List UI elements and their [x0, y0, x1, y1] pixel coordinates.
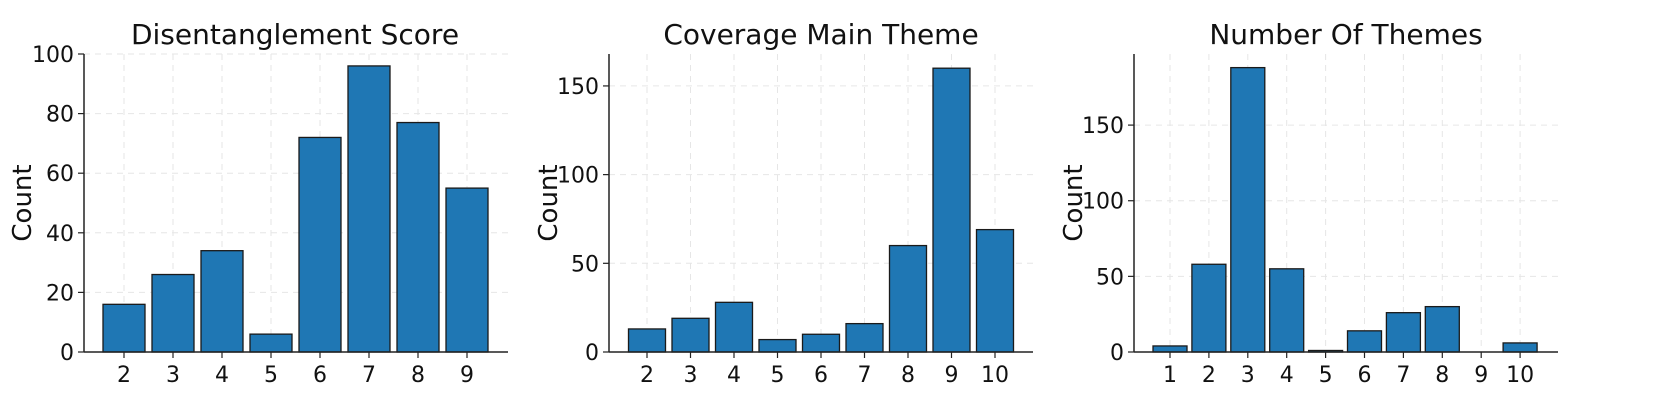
bar	[200, 250, 244, 353]
x-tick-label: 9	[1474, 363, 1488, 388]
bar	[758, 338, 797, 353]
bar	[1269, 268, 1305, 353]
chart-title: Number Of Themes	[1209, 18, 1482, 51]
bar	[888, 244, 928, 353]
x-tick-label: 4	[1280, 363, 1294, 388]
y-tick-label: 40	[46, 222, 74, 247]
chart-panel-1: 0 20 40 60 80 100 2 3 4 5 6 7 8 9 Disentanglement Scor…	[8, 18, 508, 388]
y-axis-label: Count	[534, 164, 564, 241]
bar	[932, 67, 971, 353]
x-tick-label: 10	[981, 363, 1009, 388]
bar	[151, 273, 195, 353]
x-tick-label: 7	[1396, 363, 1410, 388]
y-tick-label: 150	[557, 75, 599, 100]
y-tick-label: 100	[32, 43, 74, 68]
x-tick-label: 4	[727, 363, 741, 388]
bar	[1191, 263, 1227, 353]
y-tick-label: 0	[585, 341, 599, 366]
bar	[396, 121, 440, 353]
bar	[102, 303, 146, 353]
bar	[1385, 312, 1422, 353]
bar	[627, 328, 667, 353]
y-axis-label: Count	[1059, 164, 1089, 241]
x-tick-label: 8	[411, 363, 425, 388]
x-tick-label: 7	[362, 363, 376, 388]
bar	[801, 333, 841, 353]
bar	[671, 317, 710, 353]
x-tick-label: 8	[901, 363, 915, 388]
x-tick-label: 2	[117, 363, 131, 388]
x-tick-label: 6	[814, 363, 828, 388]
bar	[975, 228, 1015, 353]
chart-title: Coverage Main Theme	[663, 18, 978, 51]
bar	[714, 301, 754, 353]
y-tick-label: 0	[60, 341, 74, 366]
y-tick-label: 50	[571, 252, 599, 277]
bar	[1346, 330, 1383, 353]
y-tick-label: 150	[1082, 114, 1124, 139]
bar	[1152, 345, 1188, 353]
x-tick-label: 8	[1435, 363, 1449, 388]
x-tick-label: 10	[1506, 363, 1534, 388]
x-tick-label: 2	[1202, 363, 1216, 388]
x-tick-label: 9	[945, 363, 959, 388]
chart-title: Disentanglement Score	[131, 18, 459, 51]
chart-panel-2: 0 50 100 150 2 3 4 5 6 7 8 9 10 Coverage Main Theme Co…	[534, 18, 1033, 388]
x-tick-label: 1	[1163, 363, 1177, 388]
bar	[249, 333, 293, 353]
x-tick-label: 3	[1241, 363, 1255, 388]
y-tick-label: 20	[46, 281, 74, 306]
y-tick-label: 100	[1082, 190, 1124, 215]
x-tick-label: 5	[771, 363, 785, 388]
y-tick-label: 100	[557, 164, 599, 189]
x-tick-label: 9	[460, 363, 474, 388]
bar	[845, 322, 884, 353]
x-tick-label: 6	[313, 363, 327, 388]
bar	[347, 65, 391, 353]
x-tick-label: 4	[215, 363, 229, 388]
bar	[298, 136, 342, 353]
y-axis-label: Count	[8, 164, 38, 241]
x-tick-label: 2	[640, 363, 654, 388]
x-tick-label: 3	[684, 363, 698, 388]
y-tick-label: 50	[1096, 265, 1124, 290]
bar	[1502, 342, 1538, 353]
y-tick-label: 0	[1110, 341, 1124, 366]
x-tick-label: 5	[1319, 363, 1333, 388]
chart-panel-3: 0 50 100 150 1 2 3 4 5 6 7 8 9 10 Number Of Themes Coun…	[1059, 18, 1558, 388]
x-tick-label: 6	[1358, 363, 1372, 388]
y-tick-label: 80	[46, 103, 74, 128]
bar	[445, 187, 489, 353]
bar	[1424, 305, 1460, 353]
x-tick-label: 5	[264, 363, 278, 388]
bar	[1230, 66, 1266, 353]
x-tick-label: 3	[166, 363, 180, 388]
y-tick-label: 60	[46, 162, 74, 187]
x-tick-label: 7	[858, 363, 872, 388]
